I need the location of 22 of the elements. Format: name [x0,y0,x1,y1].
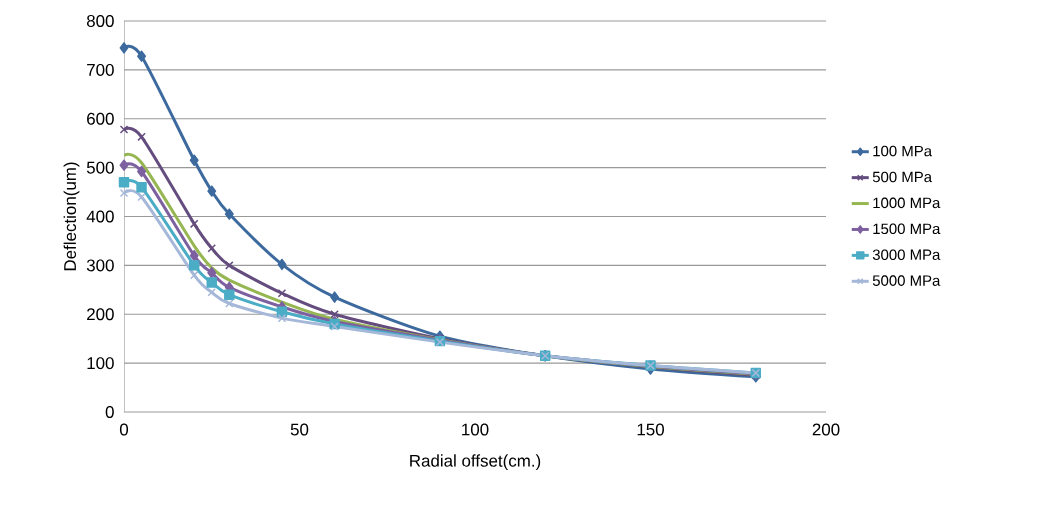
y-tick-label: 500 [86,161,114,174]
legend-label: 100 MPa [873,145,933,157]
x-tick-label: 200 [812,423,840,436]
x-tick-label: 0 [119,423,129,436]
y-axis-title: Deflection(um) [63,162,80,271]
legend-label: 500 MPa [872,171,933,183]
x-tick-label: 100 [462,423,489,436]
legend-label: 3000 MPa [872,249,941,260]
y-tick-label: 600 [87,112,114,125]
y-tick-label: 700 [87,63,114,76]
legend-label: 1500 MPa [873,223,941,235]
y-tick-label: 0 [105,406,114,418]
y-tick-label: 200 [87,308,114,321]
y-tick-label: 100 [87,357,114,370]
x-tick-label: 150 [637,423,664,436]
y-tick-label: 400 [86,210,114,223]
legend-label: 1000 MPa [873,197,941,209]
x-axis-title: Radial offset(cm.) [410,454,541,471]
y-tick-label: 800 [86,15,114,28]
legend-label: 5000 MPa [872,275,941,286]
y-tick-label: 300 [86,259,114,272]
x-tick-label: 50 [290,423,309,436]
